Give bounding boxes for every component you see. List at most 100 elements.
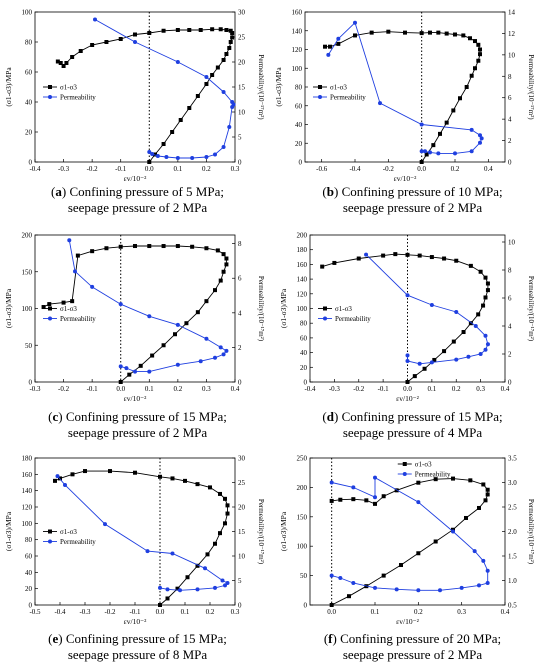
stress-point (399, 563, 403, 568)
permeability-point (147, 369, 152, 374)
stress-point (468, 321, 473, 326)
y2-tick-label: 2.5 (508, 504, 517, 512)
y2-tick-label: 20 (238, 504, 246, 512)
y2-tick-label: 10 (238, 553, 246, 561)
y-tick-label: 150 (22, 268, 33, 276)
permeability-point (326, 52, 331, 57)
x-tick-label: -0.1 (87, 385, 99, 393)
y-tick-label: 160 (292, 9, 303, 17)
permeability-point (451, 529, 455, 534)
permeability-point (175, 322, 180, 327)
y2-tick-label: 6 (508, 94, 512, 102)
stress-point (428, 30, 432, 35)
x-tick-label: 0.0 (327, 608, 336, 616)
stress-point (165, 596, 170, 601)
stress-point (438, 131, 442, 136)
stress-point (405, 252, 410, 257)
y-tick-label: 80 (25, 39, 33, 47)
y-tick-label: 40 (295, 121, 303, 129)
x-tick-label: 0.2 (451, 165, 460, 173)
x-tick-label: 0.1 (173, 165, 182, 173)
permeability-point (73, 269, 77, 274)
x-tick-label: -0.3 (58, 165, 70, 173)
x-tick-label: 0.2 (452, 385, 461, 393)
y-tick-label: 100 (22, 305, 33, 313)
stress-point (432, 357, 437, 362)
stress-point (381, 494, 386, 499)
stress-point (70, 55, 75, 59)
permeability-point (223, 583, 227, 588)
y-tick-label: 150 (297, 513, 308, 521)
stress-point (223, 496, 227, 501)
stress-point (336, 41, 341, 46)
y2-tick-label: 8 (508, 73, 512, 81)
permeability-point (147, 314, 152, 319)
y2-tick-label: 12 (508, 30, 516, 38)
stress-point (215, 248, 220, 253)
stress-point (118, 380, 123, 384)
y2-tick-label: 6 (238, 275, 242, 283)
permeability-point (473, 324, 478, 328)
legend-stress-label: σ1-σ3 (60, 84, 77, 92)
permeability-point (213, 585, 217, 590)
y-tick-label: 40 (25, 569, 33, 577)
permeability-point (429, 303, 434, 307)
stress-point (221, 252, 226, 257)
permeability-point (155, 154, 160, 158)
y2-tick-label: 15 (238, 528, 246, 536)
legend-permeability-label: Permeability (60, 94, 96, 102)
stress-point (424, 152, 429, 157)
y2-tick-label: 6 (508, 295, 512, 303)
stress-point (356, 256, 361, 261)
stress-point (476, 312, 481, 317)
stress-point (433, 539, 438, 544)
stress-point (161, 343, 166, 348)
x-tick-label: 0.4 (484, 165, 493, 173)
y2-axis-label: Permeability/(10⁻¹⁷m²) (527, 276, 535, 342)
permeability-point (218, 345, 223, 350)
stress-point (147, 244, 152, 249)
x-tick-label: 0.4 (231, 385, 240, 393)
stress-point (461, 33, 466, 38)
stress-point (230, 31, 235, 35)
stress-point (476, 58, 481, 63)
y-tick-label: 60 (295, 102, 303, 110)
stress-point (184, 321, 189, 326)
stress-point (90, 43, 95, 47)
permeability-point (351, 580, 356, 585)
x-tick-label: -0.4 (304, 385, 316, 393)
y-axis-label: (σ1-σ3)/MPa (4, 511, 13, 551)
stress-point (417, 253, 422, 258)
stress-point (381, 573, 386, 578)
x-tick-label: -0.2 (104, 608, 116, 616)
permeability-point (203, 566, 207, 571)
stress-point (416, 480, 421, 485)
permeability-point (145, 549, 150, 554)
legend-permeability-marker (402, 472, 407, 476)
permeability-point (124, 366, 129, 371)
stress-point (481, 482, 486, 487)
stress-point (175, 28, 180, 32)
stress-point (104, 246, 109, 251)
stress-point (431, 143, 436, 148)
stress-point (323, 44, 327, 49)
stress-point (153, 152, 157, 157)
permeability-point (477, 583, 481, 588)
legend-permeability-label: Permeability (60, 315, 96, 323)
y-tick-label: 120 (292, 46, 303, 54)
stress-point (468, 263, 473, 268)
stress-point (444, 31, 449, 36)
permeability-point (90, 284, 95, 289)
y-tick-label: 120 (22, 504, 33, 512)
y2-tick-label: 1.5 (508, 553, 517, 561)
stress-point (47, 302, 52, 307)
y2-axis-label: Permeability/(10⁻¹⁷m²) (257, 499, 265, 565)
permeability-series-line (331, 476, 489, 591)
stress-point (104, 40, 109, 44)
permeability-point (454, 310, 459, 314)
x-tick-label: 0.3 (231, 165, 240, 173)
stress-point (218, 27, 223, 32)
y-tick-label: 100 (297, 543, 308, 551)
stress-point (61, 64, 66, 68)
legend-stress-marker (48, 529, 52, 534)
